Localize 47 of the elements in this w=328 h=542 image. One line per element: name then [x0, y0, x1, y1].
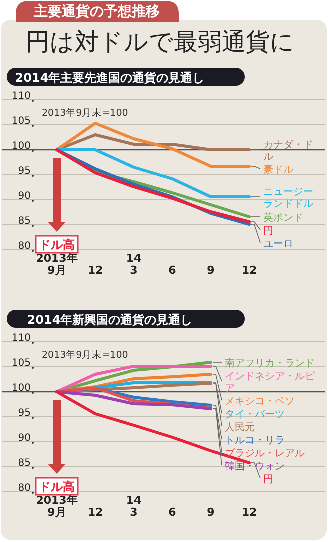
x-tick-label: 2013年 9月 [36, 252, 78, 277]
y-tick-label: 90 [18, 433, 31, 444]
text: タイ・バーツ [225, 410, 285, 420]
x-tick-label: 14 3 [126, 494, 142, 519]
y-tick-label: 110 [12, 91, 31, 102]
y-tick-label: 80 [18, 483, 31, 494]
text: 韓国・ウォン [225, 460, 285, 472]
series-label: ニュージーランドドル [264, 187, 314, 210]
chart-title: 2014年主要先進国の通貨の見通し [15, 71, 205, 85]
y-tick-label: 80 [18, 241, 31, 252]
x-tick-label: 14 3 [126, 252, 142, 277]
annotation: 2013年9月末=100 [42, 107, 128, 119]
series-label: 英ポンド [264, 212, 304, 224]
text: メキシコ・ペソ [225, 396, 295, 408]
x-tick-label: 6 [168, 506, 177, 519]
text: 人民元 [225, 422, 255, 434]
x-tick-label: 9 [207, 506, 215, 519]
y-tick-label: 95 [18, 166, 31, 177]
annotation: ドル高 [39, 480, 75, 494]
annotation: ドル高 [39, 238, 75, 252]
y-tick-label: 85 [18, 458, 31, 469]
annotation: 2013年9月末=100 [42, 349, 128, 361]
text: 主要通貨の予想推移 [33, 3, 160, 20]
x-tick-label: 12 [88, 506, 104, 519]
text: トルコ・リラ [225, 436, 285, 446]
x-tick-label: 9 [207, 264, 215, 277]
series-label: カナダ・ドル [264, 139, 314, 163]
y-tick-label: 100 [12, 141, 31, 152]
y-tick-label: 105 [12, 116, 31, 127]
text: ユーロ [264, 239, 294, 250]
y-tick-label: 90 [18, 191, 31, 202]
y-tick-label: 85 [18, 216, 31, 227]
x-tick-label: 2013年 9月 [36, 494, 78, 519]
y-tick-label: 100 [12, 383, 31, 394]
y-tick-label: 105 [12, 358, 31, 369]
x-tick-label: 12 [88, 264, 104, 277]
chart-title: 2014年新興国の通貨の見通し [27, 313, 193, 327]
series-label: 円 [264, 474, 274, 486]
x-tick-label: 12 [242, 264, 258, 277]
text: 円は対ドルで最弱通貨に [26, 28, 295, 56]
series-label: 円 [264, 226, 274, 237]
y-tick-label: 110 [12, 333, 31, 344]
series-label: 南アフリカ・ランド [225, 358, 315, 370]
series-label: 豪ドル [264, 164, 294, 176]
y-tick-label: 95 [18, 408, 31, 419]
x-tick-label: 6 [168, 264, 177, 277]
x-tick-label: 12 [242, 506, 258, 519]
